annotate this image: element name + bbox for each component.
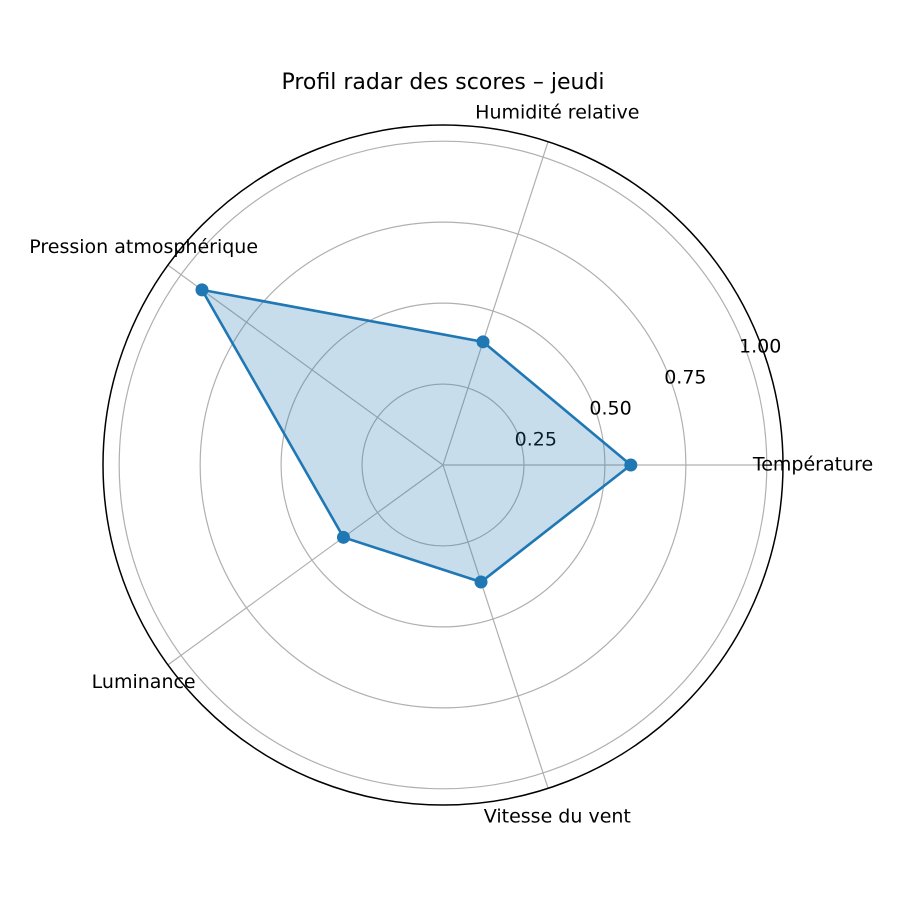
category-label: Pression atmosphérique <box>29 236 258 258</box>
point <box>624 458 638 472</box>
category-label: Humidité relative <box>475 102 639 124</box>
r-tick-label: 0.50 <box>589 398 631 420</box>
point <box>476 335 490 349</box>
spoke <box>442 141 549 466</box>
r-tick-label: 1.00 <box>739 336 781 358</box>
chart-title: Profil radar des scores – jeudi <box>281 70 604 95</box>
spoke <box>167 264 444 466</box>
r-tick-label: 0.25 <box>515 429 557 451</box>
point <box>336 530 350 544</box>
r-tick-label: 0.75 <box>664 367 706 389</box>
area <box>201 289 631 583</box>
spoke <box>442 464 549 789</box>
category-label: Température <box>752 454 873 476</box>
line <box>199 288 633 584</box>
category-label: Vitesse du vent <box>484 805 631 827</box>
outer-spine <box>102 124 784 806</box>
point <box>195 283 209 297</box>
point <box>474 575 488 589</box>
category-label: Luminance <box>92 671 196 693</box>
spoke <box>167 464 444 666</box>
